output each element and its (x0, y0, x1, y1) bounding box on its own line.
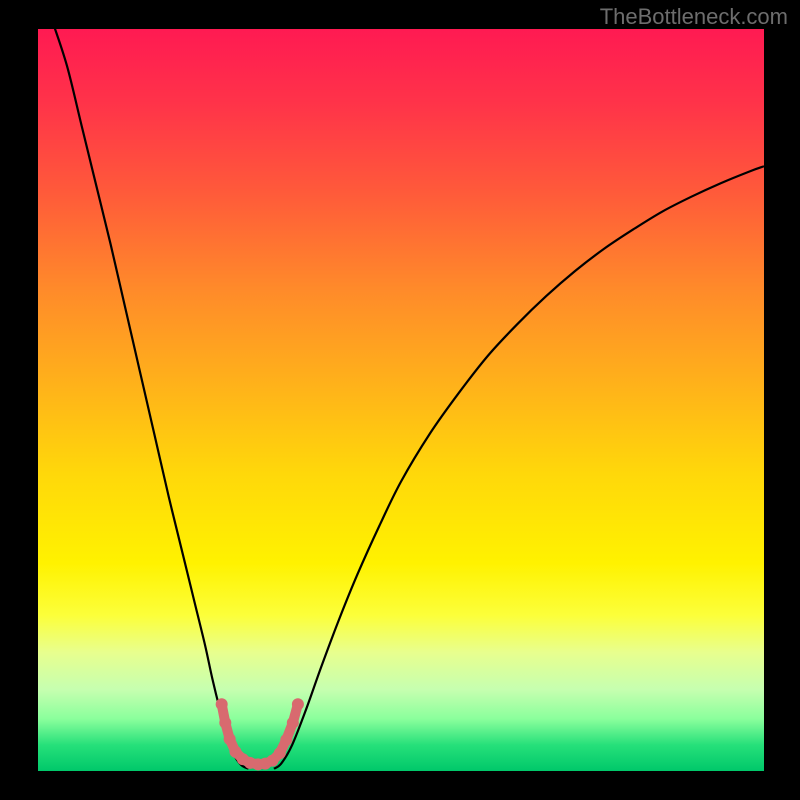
valley-marker-dot (292, 698, 304, 710)
valley-marker-dot (287, 717, 299, 729)
valley-marker-dot (280, 734, 292, 746)
valley-marker-dot (224, 733, 236, 745)
valley-marker-dot (216, 698, 228, 710)
chart-container: TheBottleneck.com (0, 0, 800, 800)
watermark-text: TheBottleneck.com (600, 4, 788, 30)
valley-marker-dot (274, 747, 286, 759)
valley-marker-dot (219, 717, 231, 729)
bottleneck-curve-chart (0, 0, 800, 800)
